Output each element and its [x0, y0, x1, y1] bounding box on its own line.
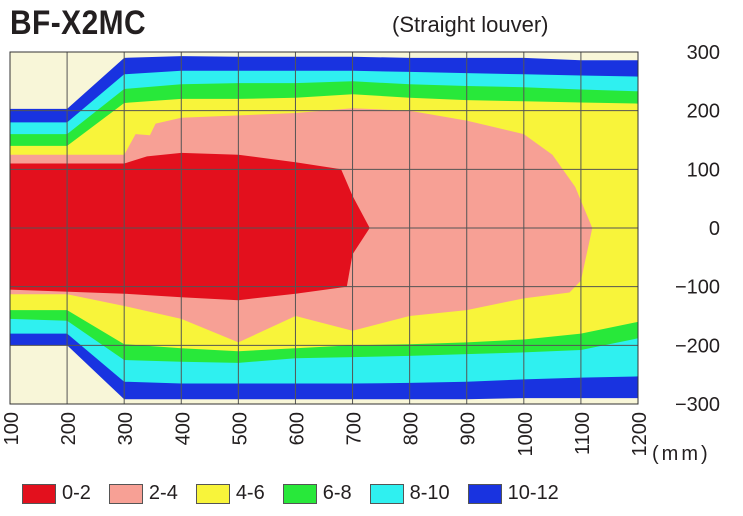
x-tick-label: 400 — [172, 412, 194, 445]
legend-item: 8-10 — [369, 482, 450, 505]
chart-subtitle: (Straight louver) — [392, 12, 549, 37]
legend-swatch — [108, 483, 143, 504]
y-tick-label: −100 — [675, 277, 720, 299]
legend-label: 4-6 — [235, 482, 265, 504]
legend-label: 6-8 — [322, 482, 352, 504]
legend-item: 2-4 — [108, 482, 178, 505]
legend-swatch — [467, 483, 502, 504]
x-tick-label: 1100 — [572, 412, 594, 455]
legend-item: 6-8 — [282, 482, 352, 505]
legend-item: 0-2 — [22, 482, 91, 505]
chart-legend: 0-2 2-4 4-6 6-8 8-10 10-12 — [22, 482, 577, 505]
x-tick-label: 100 — [1, 412, 23, 445]
legend-item: 10-12 — [467, 482, 559, 505]
y-tick-label: 200 — [687, 101, 720, 123]
y-tick-label: 300 — [687, 42, 720, 64]
y-tick-label: −300 — [675, 394, 720, 416]
x-unit-label: (mm) — [652, 443, 711, 465]
x-tick-label: 500 — [229, 412, 251, 445]
legend-swatch — [195, 483, 230, 504]
legend-label: 8-10 — [409, 482, 450, 504]
y-tick-label: 0 — [709, 218, 720, 240]
legend-swatch — [22, 483, 56, 504]
x-tick-label: 300 — [115, 412, 137, 445]
x-tick-label: 900 — [458, 412, 480, 445]
x-tick-label: 200 — [58, 412, 80, 445]
legend-swatch — [282, 483, 317, 504]
y-tick-label: 100 — [687, 159, 720, 181]
x-tick-label: 700 — [344, 412, 366, 445]
legend-swatch — [369, 483, 404, 504]
y-tick-label: −200 — [675, 335, 720, 357]
legend-label: 2-4 — [148, 482, 178, 504]
x-tick-label: 600 — [286, 412, 308, 445]
legend-item: 4-6 — [195, 482, 265, 505]
x-tick-label: 800 — [401, 412, 423, 445]
region-0-2 — [10, 152, 370, 301]
chart-title: BF-X2MC — [10, 4, 147, 42]
x-tick-label: 1000 — [515, 412, 537, 457]
plot-border — [9, 51, 639, 405]
legend-label: 10-12 — [507, 482, 559, 504]
x-tick-label: 1200 — [629, 412, 651, 457]
legend-label: 0-2 — [62, 482, 91, 504]
